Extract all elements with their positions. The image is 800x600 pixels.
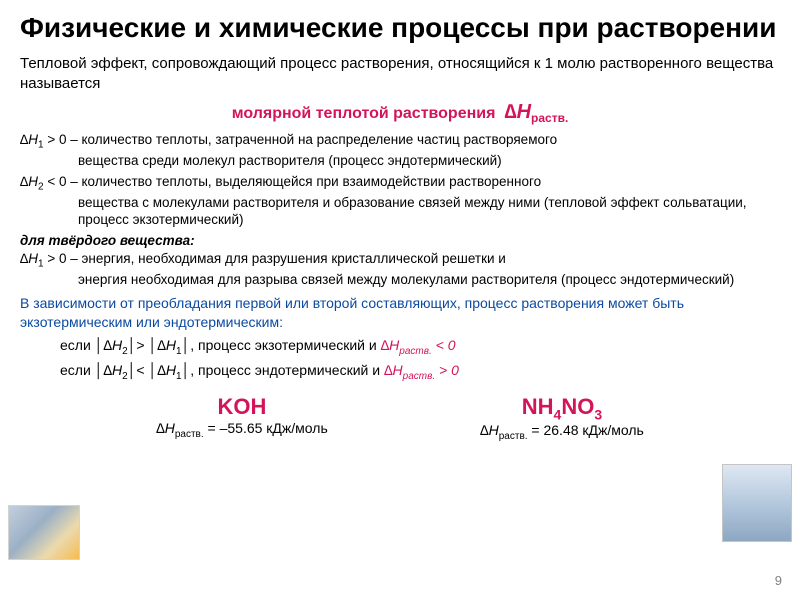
compounds-row: KOH ∆Hраств. = –55.65 кДж/моль NH4NO3 ∆H… (20, 394, 780, 442)
definition-2: ∆H2 < 0 – количество теплоты, выделяющей… (20, 173, 780, 229)
cond2-v2: ∆H (157, 362, 176, 378)
cond2-res-var: ∆H (384, 362, 403, 378)
cond1-res-op: < 0 (432, 337, 456, 353)
compound2-name: NH4NO3 (480, 394, 644, 422)
compound-nh4no3: NH4NO3 ∆Hраств. = 26.48 кДж/моль (480, 394, 644, 442)
def3-cont: энергия необходимая для разрыва связей м… (20, 271, 780, 289)
cond1-prefix: если │ (60, 337, 103, 353)
def3-cond: > 0 – энергия, необходимая для разрушени… (44, 251, 506, 266)
compound2-val-sub: раств. (499, 431, 528, 442)
compound2-val-prefix: ∆H (480, 422, 499, 438)
highlighted-term: молярной теплотой растворения ∆Нраств. (20, 101, 780, 125)
cond1-res-sub: раств. (399, 346, 431, 357)
cond1-mid: │> │ (128, 337, 158, 353)
def3-var: ∆H (20, 251, 38, 266)
compound2-val: = 26.48 кДж/моль (528, 422, 644, 438)
def1-var: ∆H (20, 132, 38, 147)
cond2-prefix: если │ (60, 362, 103, 378)
cond1-v1: ∆H (103, 337, 122, 353)
compound1-val-sub: раств. (175, 428, 204, 439)
image-ice-fire (8, 505, 80, 560)
condition-2: если │∆H2│< │∆H1│, процесс эндотермическ… (20, 361, 780, 384)
compound2-value: ∆Hраств. = 26.48 кДж/моль (480, 422, 644, 442)
def1-cond: > 0 – количество теплоты, затраченной на… (44, 132, 558, 147)
cond2-v1: ∆H (103, 362, 122, 378)
cond1-suffix: │, процесс экзотермический и (182, 337, 381, 353)
compound1-val: = –55.65 кДж/моль (204, 420, 328, 436)
slide-number: 9 (775, 573, 782, 588)
cond2-res-sub: раств. (403, 371, 435, 382)
cond1-v2: ∆H (157, 337, 176, 353)
compound2-p2: NO (561, 394, 594, 419)
compound-koh: KOH ∆Hраств. = –55.65 кДж/моль (156, 394, 328, 442)
definition-1: ∆H1 > 0 – количество теплоты, затраченно… (20, 131, 780, 169)
term-symbol: ∆Н (504, 101, 531, 123)
compound1-name: KOH (156, 394, 328, 420)
def2-cont: вещества с молекулами растворителя и обр… (20, 194, 780, 229)
compound1-value: ∆Hраств. = –55.65 кДж/моль (156, 420, 328, 440)
compound1-val-prefix: ∆H (156, 420, 175, 436)
compound2-p0: NH (522, 394, 554, 419)
definition-3: ∆H1 > 0 – энергия, необходимая для разру… (20, 250, 780, 288)
solid-substance-header: для твёрдого вещества: (20, 233, 780, 248)
image-cold-pack (722, 464, 792, 542)
compound2-p3: 3 (594, 406, 602, 422)
cond2-suffix: │, процесс эндотермический и (182, 362, 384, 378)
def2-var: ∆H (20, 174, 38, 189)
cond1-res-var: ∆H (381, 337, 400, 353)
cond2-mid: │< │ (128, 362, 158, 378)
cond2-res-op: > 0 (435, 362, 459, 378)
condition-1: если │∆H2│> │∆H1│, процесс экзотермическ… (20, 336, 780, 359)
conclusion-text: В зависимости от преобладания первой или… (20, 294, 780, 332)
term-subscript: раств. (531, 111, 568, 125)
def2-cond: < 0 – количество теплоты, выделяющейся п… (44, 174, 542, 189)
term-label: молярной теплотой растворения (232, 105, 496, 122)
intro-text: Тепловой эффект, сопровождающий процесс … (20, 54, 780, 95)
def1-cont: вещества среди молекул растворителя (про… (20, 152, 780, 170)
slide-title: Физические и химические процессы при рас… (20, 12, 780, 44)
